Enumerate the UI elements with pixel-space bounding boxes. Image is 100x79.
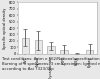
Bar [34, 40, 42, 54]
Bar [22, 38, 29, 54]
Bar [48, 46, 55, 54]
Bar [86, 50, 93, 54]
Y-axis label: Specific optical density: Specific optical density [3, 7, 7, 49]
Bar [60, 50, 68, 54]
Text: Test conditions: Astm e 162/National specification (chamber)
Burning of 3 specim: Test conditions: Astm e 162/National spe… [2, 57, 100, 71]
